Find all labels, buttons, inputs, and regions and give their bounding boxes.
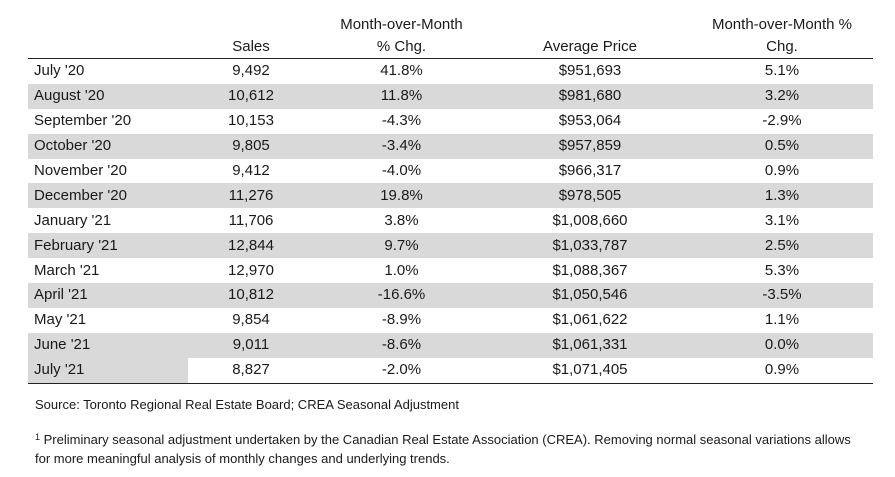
cell-month: March '21 (34, 261, 100, 279)
header-average-price: Average Price (489, 0, 691, 59)
cell-month: September '20 (34, 112, 132, 130)
cell-price-mom-change: 0.9% (764, 162, 800, 179)
cell-mom-change: 19.8% (314, 183, 489, 209)
footnote: 1 Preliminary seasonal adjustment undert… (35, 430, 865, 468)
header-month (28, 0, 188, 59)
cell-average-price: $1,071,405 (489, 357, 691, 384)
cell-mom-change: 9.7% (314, 233, 489, 259)
cell-price-mom-change: 1.3% (691, 183, 873, 209)
cell-price-mom-change: 2.5% (691, 233, 873, 259)
cell-month: May '21 (34, 311, 87, 329)
cell-average-price: $1,050,546 (489, 283, 691, 308)
table-row: August '20 10,612 11.8% $981,680 3.2% (28, 83, 873, 109)
cell-sales: 12,970 (228, 261, 274, 279)
cell-price-mom-change: 0.5% (691, 133, 873, 159)
cell-sales: 9,412 (232, 162, 270, 179)
cell-price-mom-change: 0.0% (691, 332, 873, 358)
table-container: Sales Month-over-Month % Chg. Average Pr… (28, 0, 873, 384)
cell-sales: 11,276 (188, 183, 314, 209)
cell-sales: 9,011 (188, 332, 314, 358)
cell-sales: 10,812 (188, 283, 314, 308)
footnote-text: Preliminary seasonal adjustment undertak… (35, 432, 851, 466)
cell-average-price: $966,317 (558, 162, 622, 179)
cell-month: April '21 (28, 283, 188, 308)
cell-average-price: $1,033,787 (489, 233, 691, 259)
cell-average-price: $951,693 (558, 62, 622, 80)
cell-sales: 9,854 (232, 311, 270, 329)
cell-average-price: $1,088,367 (552, 261, 628, 279)
header-sales: Sales (188, 0, 314, 59)
cell-sales: 8,827 (188, 357, 314, 384)
header-row: Sales Month-over-Month % Chg. Average Pr… (28, 0, 873, 59)
table-row: May '21 9,854 -8.9% $1,061,622 1.1% (28, 308, 873, 333)
cell-average-price: $957,859 (489, 133, 691, 159)
cell-average-price: $1,008,660 (552, 211, 628, 229)
table-row: September '20 10,153 -4.3% $953,064 -2.9% (28, 109, 873, 134)
cell-average-price: $978,505 (489, 183, 691, 209)
header-mom-change: Month-over-Month % Chg. (314, 0, 489, 59)
cell-price-mom-change: -2.9% (762, 112, 802, 130)
table-row: June '21 9,011 -8.6% $1,061,331 0.0% (28, 332, 873, 358)
cell-month: July '21 (28, 357, 188, 384)
cell-average-price: $1,061,331 (489, 332, 691, 358)
cell-month: January '21 (34, 211, 112, 229)
cell-mom-change: -2.0% (314, 357, 489, 384)
cell-month: November '20 (34, 162, 127, 179)
cell-price-mom-change: -3.5% (691, 283, 873, 308)
cell-price-mom-change: 5.1% (764, 62, 800, 80)
table-row: October '20 9,805 -3.4% $957,859 0.5% (28, 133, 873, 159)
table-row: November '20 9,412 -4.0% $966,317 0.9% (28, 159, 873, 184)
cell-sales: 10,153 (228, 112, 274, 130)
cell-month: October '20 (28, 133, 188, 159)
cell-month: December '20 (28, 183, 188, 209)
cell-mom-change: 11.8% (314, 83, 489, 109)
cell-mom-change: -16.6% (314, 283, 489, 308)
cell-price-mom-change: 1.1% (764, 311, 800, 329)
cell-mom-change: 3.8% (384, 211, 419, 229)
cell-mom-change: -3.4% (314, 133, 489, 159)
cell-month: June '21 (28, 332, 188, 358)
cell-month: August '20 (28, 83, 188, 109)
table-row: April '21 10,812 -16.6% $1,050,546 -3.5% (28, 283, 873, 308)
cell-sales: 11,706 (228, 211, 274, 229)
table-body: July '20 9,492 41.8% $951,693 5.1% August '20… (28, 59, 873, 384)
cell-month: July '20 (34, 62, 85, 80)
cell-sales: 9,805 (188, 133, 314, 159)
cell-price-mom-change: 3.1% (764, 211, 800, 229)
source-note: Source: Toronto Regional Real Estate Boa… (35, 397, 459, 412)
table-header: Sales Month-over-Month % Chg. Average Pr… (28, 0, 873, 59)
cell-mom-change: 1.0% (384, 261, 419, 279)
cell-sales: 12,844 (188, 233, 314, 259)
cell-average-price: $953,064 (558, 112, 622, 130)
cell-average-price: $981,680 (489, 83, 691, 109)
header-price-mom-change: Month-over-Month % Chg. (691, 0, 873, 59)
cell-mom-change: -4.3% (381, 112, 422, 130)
cell-month: February '21 (28, 233, 188, 259)
cell-mom-change: 41.8% (380, 62, 423, 80)
cell-price-mom-change: 0.9% (691, 357, 873, 384)
cell-sales: 10,612 (188, 83, 314, 109)
cell-sales: 9,492 (232, 62, 270, 80)
footnote-marker: 1 (35, 432, 41, 442)
sales-price-table: Sales Month-over-Month % Chg. Average Pr… (28, 0, 873, 384)
cell-average-price: $1,061,622 (552, 311, 628, 329)
cell-mom-change: -8.6% (314, 332, 489, 358)
table-row: March '21 12,970 1.0% $1,088,367 5.3% (28, 258, 873, 283)
cell-mom-change: -4.0% (381, 162, 422, 179)
table-row: July '21 8,827 -2.0% $1,071,405 0.9% (28, 357, 873, 384)
table-row: July '20 9,492 41.8% $951,693 5.1% (28, 59, 873, 84)
cell-price-mom-change: 5.3% (764, 261, 800, 279)
cell-price-mom-change: 3.2% (691, 83, 873, 109)
table-row: February '21 12,844 9.7% $1,033,787 2.5% (28, 233, 873, 259)
cell-mom-change: -8.9% (381, 311, 422, 329)
table-row: January '21 11,706 3.8% $1,008,660 3.1% (28, 208, 873, 233)
table-row: December '20 11,276 19.8% $978,505 1.3% (28, 183, 873, 209)
